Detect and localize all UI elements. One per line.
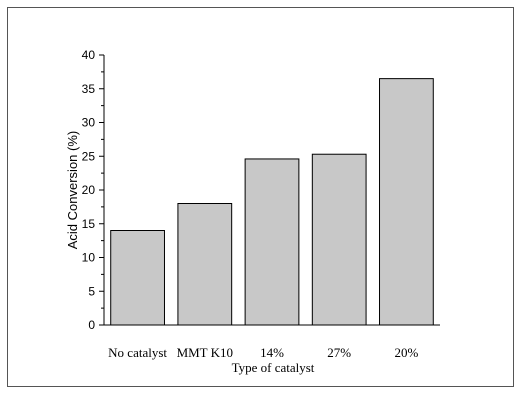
x-category-label: 14% (260, 345, 284, 360)
bar (311, 153, 367, 326)
x-category-label: MMT K10 (177, 345, 233, 360)
x-category-label: 20% (394, 345, 418, 360)
x-axis-labels: No catalyst MMT K10 14% 27% 20% (108, 345, 418, 360)
x-category-label: 27% (327, 345, 351, 360)
y-tick-label: 15 (82, 217, 96, 231)
y-tick-label: 25 (82, 149, 96, 163)
bar (177, 203, 233, 326)
y-tick-label: 35 (82, 82, 96, 96)
y-tick-label: 5 (88, 284, 95, 298)
plot-area: 0 5 10 15 20 25 30 35 40 No catalyst MMT K10 14% 27… (82, 48, 440, 360)
y-axis-title: Acid Conversion (%) (65, 131, 80, 250)
bar (379, 78, 434, 326)
y-tick-label: 20 (82, 183, 96, 197)
y-axis-ticks: 0 5 10 15 20 25 30 35 40 (82, 48, 104, 332)
bar (244, 158, 300, 326)
y-tick-label: 30 (82, 116, 96, 130)
y-tick-label: 10 (82, 251, 96, 265)
x-category-label: No catalyst (108, 345, 167, 360)
y-tick-label: 0 (88, 318, 95, 332)
bar (110, 230, 165, 326)
bars (110, 78, 434, 326)
x-axis-title: Type of catalyst (232, 360, 315, 375)
y-tick-label: 40 (82, 48, 96, 62)
